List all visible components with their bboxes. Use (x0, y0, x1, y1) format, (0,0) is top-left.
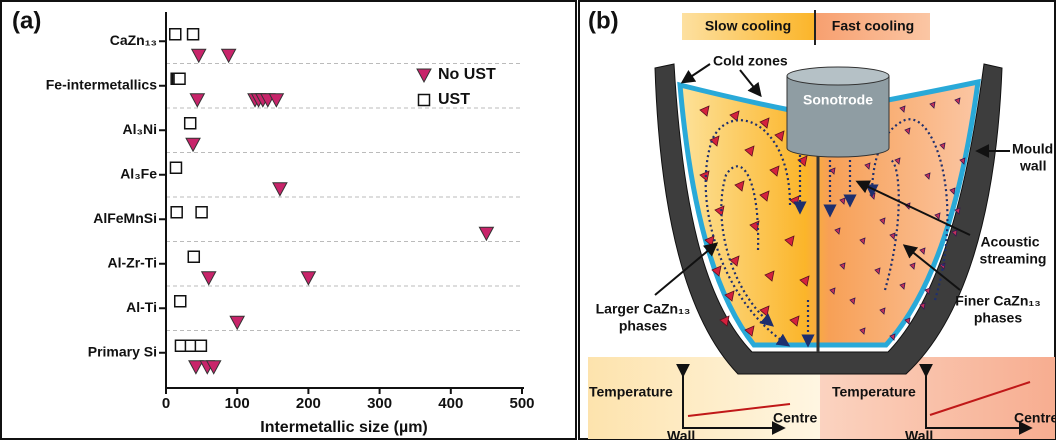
triangle-marker (229, 315, 246, 331)
y-tick-label: Fe-intermetallics (46, 76, 157, 92)
triangle-marker (478, 226, 495, 242)
pointer (654, 242, 719, 296)
y-tick-label: Al₃Fe (120, 165, 157, 181)
triangle-marker (300, 271, 317, 286)
triangle-marker (272, 182, 288, 197)
pointer (680, 63, 711, 84)
larger-label: Larger CaZn₁₃ (596, 301, 691, 317)
mould-label: wall (1019, 158, 1046, 174)
triangle-marker (268, 93, 285, 108)
cold-zones-label: Cold zones (713, 53, 788, 69)
panel-label: (b) (588, 7, 619, 34)
x-tick-label: 500 (509, 395, 534, 412)
finer-label: Finer CaZn₁₃ (955, 293, 1040, 309)
y-tick-label: Al₃Ni (123, 121, 157, 137)
graph-xlabel: Wall (667, 428, 695, 440)
y-tick-label: Primary Si (88, 343, 157, 359)
square-marker (169, 28, 182, 41)
triangle-marker (190, 48, 207, 64)
flow-loop (704, 119, 792, 347)
graph-trend (929, 381, 1031, 416)
acoustic-label: streaming (980, 251, 1047, 267)
square-marker (173, 295, 187, 308)
triangle-marker (205, 360, 222, 375)
y-tick-label: Al-Ti (126, 299, 157, 315)
panel-frame (0, 0, 577, 440)
graph-ylabel: Temperature (832, 384, 916, 400)
square-marker (169, 161, 183, 174)
square-marker (195, 206, 208, 219)
sonotrode-label: Sonotrode (803, 92, 873, 108)
finer-label: phases (974, 310, 1022, 326)
y-tick-label: CaZn₁₃ (110, 32, 157, 48)
pointer (855, 180, 971, 236)
graph-xlabel: Centre (773, 410, 818, 426)
x-tick-label: 400 (438, 395, 463, 412)
panel-label: (a) (12, 7, 41, 34)
graph-trend (687, 403, 791, 417)
sonotrode-body (786, 75, 890, 158)
x-axis-label: Intermetallic size (µm) (260, 419, 428, 436)
square-marker (186, 28, 200, 41)
fast-box (816, 13, 930, 40)
pointer (739, 69, 762, 98)
x-tick-label: 0 (162, 395, 170, 412)
square-marker (183, 117, 197, 130)
x-tick-label: 300 (367, 395, 392, 412)
scatter-plot: 0 100 200 300 400 500 CaZn₁₃ Fe-intermetallics A… (46, 12, 535, 412)
larger-label: phases (619, 318, 667, 334)
flow-loop (720, 165, 775, 327)
square-marker (173, 72, 186, 85)
sonotrode-top (786, 66, 890, 86)
legend-label: No UST (438, 66, 496, 83)
x-tick-label: 100 (225, 395, 250, 412)
large-particles (699, 105, 810, 337)
triangle-marker (188, 360, 204, 375)
y-tick-label: AlFeMnSi (93, 210, 157, 226)
graph-xlabel: Centre (1014, 410, 1056, 426)
square-marker (187, 250, 201, 263)
square-marker (417, 93, 431, 107)
square-marker (170, 206, 183, 219)
graph-ylabel: Temperature (589, 384, 673, 400)
triangle-marker (189, 93, 206, 108)
x-tick-label: 200 (296, 395, 321, 412)
fast-label: Fast cooling (832, 18, 914, 34)
acoustic-label: Acoustic (980, 234, 1039, 250)
triangle-marker (185, 137, 201, 153)
graph-axes (919, 363, 1033, 435)
pointer (902, 244, 961, 291)
mould-wall (654, 63, 1003, 375)
diagram: (b) Slow cooling Fast cooling Sonotrode … (588, 7, 1056, 444)
graph-xlabel: Wall (905, 428, 933, 440)
y-tick-label: Al-Zr-Ti (107, 254, 157, 270)
square-marker (194, 339, 208, 352)
triangle-marker (220, 48, 237, 64)
triangle-marker (200, 271, 217, 286)
legend-label: UST (438, 91, 470, 108)
slow-label: Slow cooling (705, 18, 791, 34)
graph-axes (676, 363, 786, 435)
mould-label: Mould (1012, 141, 1053, 157)
streaming-arrows (704, 118, 949, 348)
slow-box (682, 13, 814, 40)
triangle-marker (416, 68, 432, 84)
